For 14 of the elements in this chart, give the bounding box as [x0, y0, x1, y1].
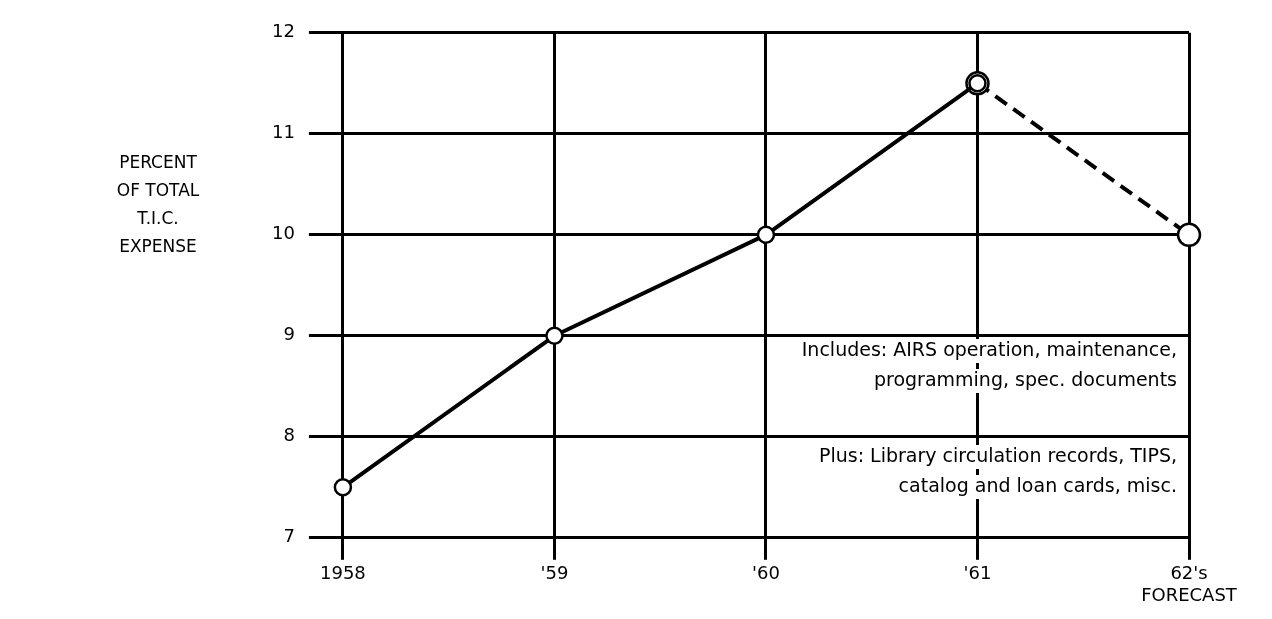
- x-tick-label: '60: [752, 562, 780, 584]
- y-tick-label: 12: [272, 20, 295, 42]
- y-tick-label: 8: [283, 424, 295, 446]
- y-tick-label: 10: [272, 222, 295, 244]
- y-tick-label: 9: [283, 323, 295, 345]
- y-axis-title: PERCENT OF TOTAL T.I.C. EXPENSE: [115, 151, 201, 258]
- x-tick-label: 1958: [320, 562, 366, 584]
- y-tick-label: 7: [283, 525, 295, 547]
- x-tick-label: 62's FORECAST: [1141, 562, 1238, 605]
- y-tick-label: 11: [272, 121, 295, 143]
- annotation: Plus: Library circulation records, TIPS, catalog and loan cards, misc.: [819, 443, 1177, 496]
- x-tick-label: '61: [963, 562, 992, 584]
- annotation: Includes: AIRS operation, maintenance, programming, spec. documents: [801, 337, 1177, 390]
- x-tick-label: '59: [540, 562, 569, 584]
